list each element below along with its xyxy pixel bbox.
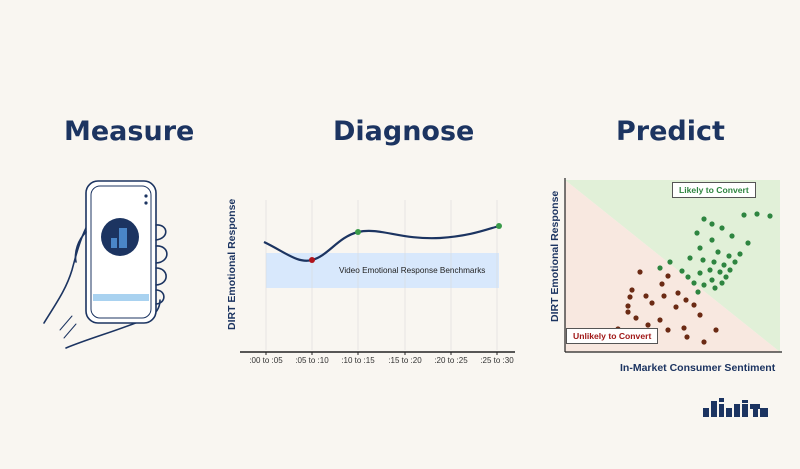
unlikely-point [627,294,633,300]
likely-point [701,282,707,288]
hand-holding-phone-icon [43,180,168,349]
unlikely-point [661,293,667,299]
unlikely-point [683,297,689,303]
likely-point [697,270,703,276]
tick-label: :05 to :10 [295,356,329,365]
unlikely-point [645,322,651,328]
likely-point [700,257,706,263]
likely-point [711,259,717,265]
unlikely-point [625,309,631,315]
likely-point [727,267,733,273]
diagnose-chart [240,200,515,355]
unlikely-point [691,302,697,308]
unlikely-point [629,287,635,293]
predict-heading: Predict [616,116,725,147]
unlikely-point [681,325,687,331]
tick-label: :15 to :20 [388,356,422,365]
unlikely-point [675,290,681,296]
likely-point [745,240,751,246]
likely-point [687,255,693,261]
likely-point [719,280,725,286]
likely-point [712,285,718,291]
unlikely-point [657,317,663,323]
unlikely-point [697,312,703,318]
likely-point [732,259,738,265]
likely-point [709,277,715,283]
diagnose-ticks [265,352,498,355]
diagnose-gridlines [265,200,498,350]
likely-point [709,237,715,243]
predict-y-axis-label: DIRT Emotional Response [549,190,561,322]
likely-point [679,268,685,274]
unlikely-point [665,273,671,279]
phone-screen-content [93,194,149,301]
diagnose-y-axis-label: DIRT Emotional Response [226,198,238,330]
likely-point [741,212,747,218]
likely-point [697,245,703,251]
tick-label: :00 to :05 [249,356,283,365]
tick-label: :20 to :25 [434,356,468,365]
tick-label: :25 to :30 [480,356,514,365]
unlikely-to-convert-label: Unlikely to Convert [566,328,659,344]
likely-point [767,213,773,219]
likely-point [657,265,663,271]
likely-point [717,269,723,275]
unlikely-point [649,300,655,306]
likely-point [721,262,727,268]
benchmark-band [266,253,499,288]
measure-heading: Measure [64,116,195,147]
likely-point [691,280,697,286]
likely-point [729,233,735,239]
likely-point [726,253,732,259]
mid-point-marker [355,229,361,235]
likely-point [685,274,691,280]
unlikely-point [643,293,649,299]
predict-x-axis-label: In-Market Consumer Sentiment [620,362,776,374]
tick-label: :10 to :15 [341,356,375,365]
unlikely-point [673,304,679,310]
likely-to-convert-label: Likely to Convert [672,182,756,198]
diagnose-heading: Diagnose [333,116,475,147]
dirt-logo [703,398,768,417]
unlikely-point [637,269,643,275]
likely-point [695,289,701,295]
likely-point [723,274,729,280]
likely-point [754,211,760,217]
likely-point [701,216,707,222]
unlikely-point [713,327,719,333]
unlikely-zone [565,180,780,352]
likely-point [719,225,725,231]
end-point-marker [496,223,502,229]
predict-chart [564,178,782,353]
likely-point [737,251,743,257]
likely-point [707,267,713,273]
unlikely-point [659,281,665,287]
benchmark-label: Video Emotional Response Benchmarks [339,266,486,275]
likely-point [694,230,700,236]
low-point-marker [309,257,315,263]
likely-point [709,221,715,227]
unlikely-point [701,339,707,345]
unlikely-point [684,334,690,340]
unlikely-point [625,303,631,309]
likely-point [715,249,721,255]
predict-scatter [615,211,773,345]
unlikely-point [665,327,671,333]
likely-point [667,259,673,265]
unlikely-point [633,315,639,321]
